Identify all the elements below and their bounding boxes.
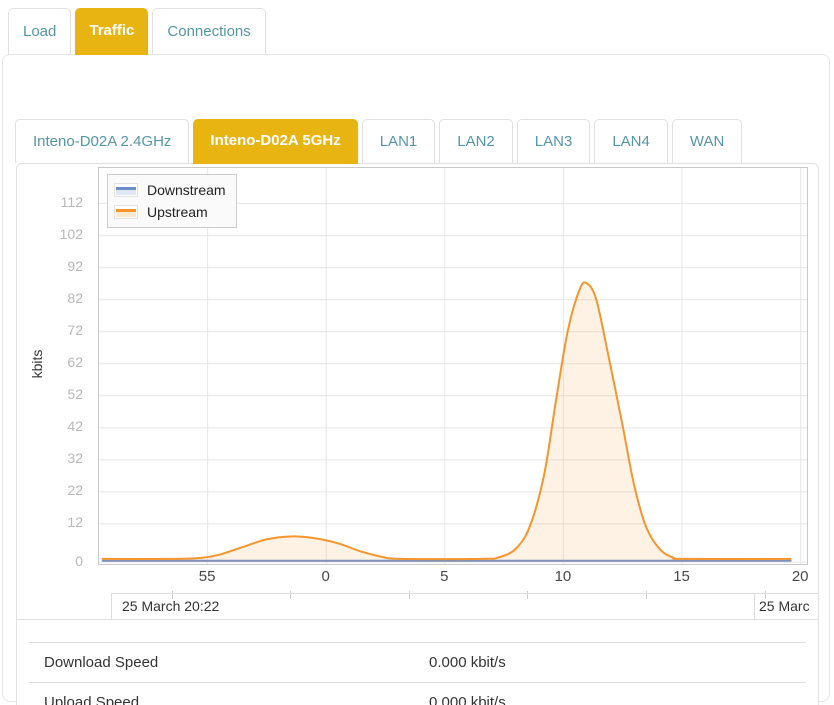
stat-value: 0.000 kbit/s — [429, 654, 506, 671]
x-minor-tick — [290, 591, 292, 599]
x-minor-tick — [645, 591, 647, 599]
x-axis-date-label: 25 March 20:22 — [111, 593, 754, 619]
y-tick-label: 42 — [67, 418, 83, 435]
x-axis-date-label: 25 Marc — [754, 593, 818, 619]
x-axis-tick-labels: 55 0 5 10 15 20 — [98, 568, 809, 586]
legend-item-upstream: Upstream — [114, 201, 226, 223]
interface-tabs: Inteno-D02A 2.4GHz Inteno-D02A 5GHz LAN1 LA… — [15, 119, 743, 164]
tab-interface-lan1[interactable]: LAN1 — [361, 119, 436, 163]
x-minor-tick — [408, 591, 410, 599]
y-tick-label: 92 — [67, 258, 83, 275]
speed-stats-rows: Download Speed 0.000 kbit/s Upload Speed 0.… — [29, 642, 806, 705]
tab-interface-lan3[interactable]: LAN3 — [516, 119, 591, 163]
stat-row-download-speed: Download Speed 0.000 kbit/s — [29, 642, 806, 682]
y-tick-label: 52 — [67, 386, 83, 403]
y-tick-label: 12 — [67, 514, 83, 531]
y-tick-label: 62 — [67, 354, 83, 371]
y-tick-label: 102 — [59, 226, 83, 243]
tab-interface-lan2[interactable]: LAN2 — [439, 119, 513, 163]
x-minor-tick — [171, 591, 173, 599]
tab-interface-inteno-d02a-5ghz[interactable]: Inteno-D02A 5GHz — [193, 119, 358, 164]
main-tabs: Load Traffic Connections — [8, 8, 266, 55]
legend-swatch-icon — [114, 205, 138, 219]
upstream-area — [102, 282, 791, 562]
plot-border — [98, 167, 808, 565]
x-tick-label: 5 — [440, 568, 449, 585]
legend-label: Upstream — [147, 204, 208, 220]
x-tick-label: 10 — [554, 568, 572, 585]
legend-item-downstream: Downstream — [114, 179, 226, 201]
y-tick-label: 0 — [75, 552, 83, 569]
y-tick-label: 32 — [67, 450, 83, 467]
x-tick-label: 20 — [791, 568, 809, 585]
x-tick-label: 55 — [198, 568, 216, 585]
y-tick-label: 82 — [67, 290, 83, 307]
speed-stats-panel: Download Speed 0.000 kbit/s Upload Speed 0.… — [16, 620, 819, 705]
tab-interface-wan[interactable]: WAN — [671, 119, 743, 163]
y-tick-label: 72 — [67, 322, 83, 339]
tab-interface-inteno-d02a-2-4ghz[interactable]: Inteno-D02A 2.4GHz — [15, 119, 190, 163]
traffic-chart-panel: kbits 0 12 22 32 42 52 62 72 82 92 102 112 Downstre… — [16, 163, 819, 620]
x-tick-label: 15 — [673, 568, 690, 585]
stat-label: Upload Speed — [44, 694, 140, 705]
y-axis-tick-labels: 0 12 22 32 42 52 62 72 82 92 102 112 — [37, 167, 83, 569]
stat-label: Download Speed — [44, 654, 159, 671]
legend-label: Downstream — [147, 182, 226, 198]
tab-content-box: Inteno-D02A 2.4GHz Inteno-D02A 5GHz LAN1 LA… — [2, 54, 830, 705]
x-minor-tick — [527, 591, 529, 599]
upstream-line — [101, 281, 792, 561]
y-tick-label: 112 — [60, 194, 83, 211]
tab-connections[interactable]: Connections — [152, 8, 266, 54]
x-axis-date-row: 25 March 20:22 25 Marc — [17, 593, 818, 619]
tab-load[interactable]: Load — [8, 8, 72, 54]
chart-legend: Downstream Upstream — [107, 174, 237, 228]
x-minor-tick — [764, 591, 766, 599]
y-tick-label: 22 — [67, 482, 83, 499]
x-axis-minor-ticks — [98, 591, 808, 599]
stat-row-upload-speed: Upload Speed 0.000 kbit/s — [29, 682, 806, 705]
stat-value: 0.000 kbit/s — [429, 694, 506, 705]
tab-interface-lan4[interactable]: LAN4 — [594, 119, 668, 163]
x-tick-label: 0 — [321, 568, 330, 585]
legend-swatch-icon — [114, 183, 138, 197]
tab-traffic[interactable]: Traffic — [75, 8, 149, 55]
